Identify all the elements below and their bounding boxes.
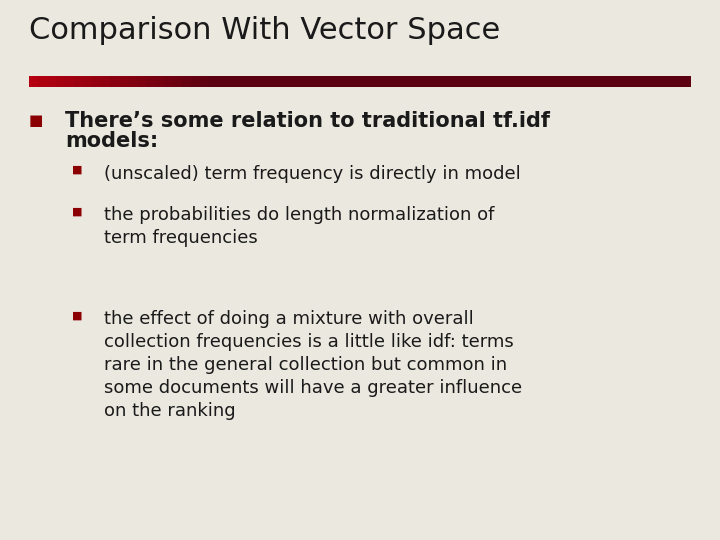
Text: Comparison With Vector Space: Comparison With Vector Space xyxy=(29,16,500,45)
FancyBboxPatch shape xyxy=(137,76,145,87)
FancyBboxPatch shape xyxy=(119,76,128,87)
FancyBboxPatch shape xyxy=(173,76,181,87)
FancyBboxPatch shape xyxy=(109,76,119,87)
Text: (unscaled) term frequency is directly in model: (unscaled) term frequency is directly in… xyxy=(104,165,521,183)
FancyBboxPatch shape xyxy=(83,76,92,87)
Text: models:: models: xyxy=(65,131,158,151)
Text: There’s some relation to traditional tf.idf: There’s some relation to traditional tf.… xyxy=(65,111,550,131)
Text: ■: ■ xyxy=(29,113,43,129)
Text: the effect of doing a mixture with overall
collection frequencies is a little li: the effect of doing a mixture with overa… xyxy=(104,310,523,420)
Text: ■: ■ xyxy=(72,165,83,175)
FancyBboxPatch shape xyxy=(29,76,691,87)
FancyBboxPatch shape xyxy=(47,76,56,87)
FancyBboxPatch shape xyxy=(128,76,137,87)
FancyBboxPatch shape xyxy=(38,76,47,87)
FancyBboxPatch shape xyxy=(181,76,191,87)
FancyBboxPatch shape xyxy=(155,76,164,87)
FancyBboxPatch shape xyxy=(164,76,173,87)
FancyBboxPatch shape xyxy=(92,76,101,87)
FancyBboxPatch shape xyxy=(74,76,83,87)
FancyBboxPatch shape xyxy=(191,76,200,87)
Text: ■: ■ xyxy=(72,310,83,321)
FancyBboxPatch shape xyxy=(65,76,73,87)
FancyBboxPatch shape xyxy=(199,76,209,87)
FancyBboxPatch shape xyxy=(56,76,65,87)
FancyBboxPatch shape xyxy=(145,76,155,87)
Text: the probabilities do length normalization of
term frequencies: the probabilities do length normalizatio… xyxy=(104,206,495,247)
FancyBboxPatch shape xyxy=(101,76,110,87)
Text: ■: ■ xyxy=(72,206,83,217)
FancyBboxPatch shape xyxy=(29,76,38,87)
